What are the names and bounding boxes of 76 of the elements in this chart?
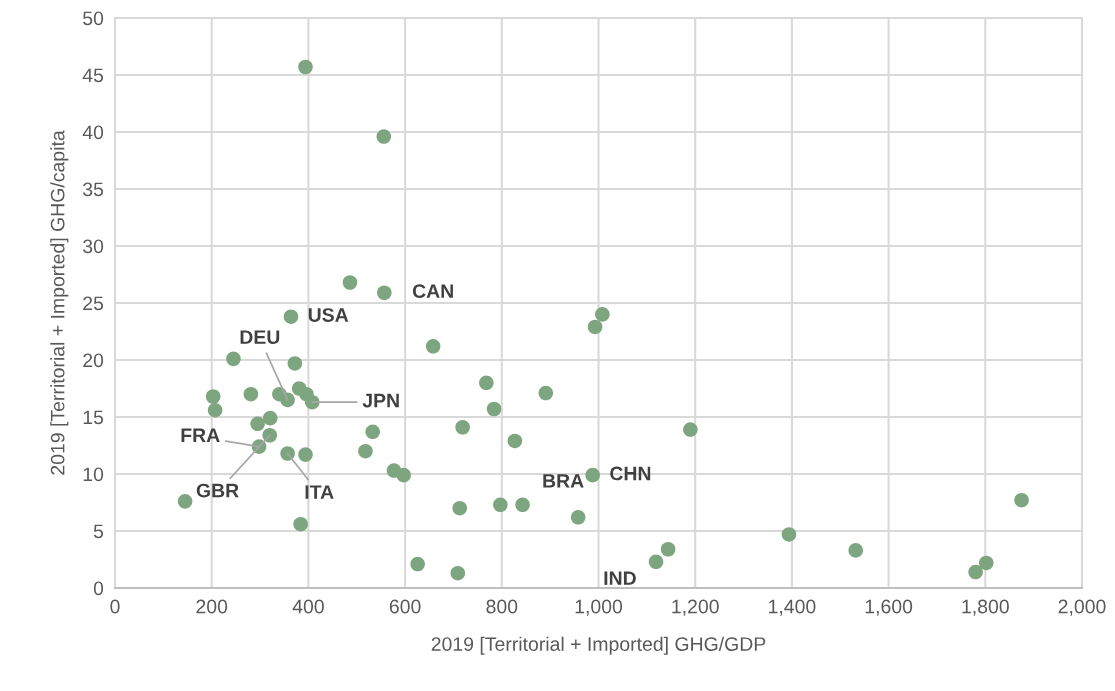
point (365, 424, 380, 440)
point (452, 500, 468, 516)
point (342, 275, 358, 290)
point (283, 309, 299, 324)
x-tick-label: 0 (110, 599, 120, 614)
y-tick-label: 30 (83, 239, 104, 254)
x-tick-label: 800 (486, 599, 518, 614)
point (226, 351, 241, 367)
x-tick-label: 400 (292, 599, 324, 614)
point (486, 401, 502, 417)
y-tick-label: 10 (83, 467, 104, 482)
annotation: CHN (610, 466, 651, 481)
point (683, 422, 698, 437)
annotation: JPN (362, 393, 399, 408)
point (848, 543, 864, 558)
point (410, 556, 425, 572)
x-tick-label: 1,800 (962, 599, 1009, 616)
y-tick-label: 25 (83, 296, 104, 311)
x-tick-label: 200 (196, 599, 228, 614)
y-tick-label: 20 (83, 353, 104, 368)
point (660, 541, 676, 557)
point (262, 410, 278, 426)
y-tick-label: 5 (93, 524, 104, 539)
point (648, 554, 664, 570)
point (455, 419, 470, 435)
point (507, 433, 523, 449)
point (358, 443, 373, 459)
point (287, 356, 303, 371)
x-tick-label: 1,200 (672, 599, 719, 616)
point (493, 497, 508, 513)
annotation: IND (604, 571, 636, 585)
y-tick-label: 0 (93, 581, 104, 596)
x-tick-label: 1,600 (865, 599, 913, 616)
x-axis-title: 2019 [Territorial + Imported] GHG/GDP (431, 636, 766, 655)
point (376, 129, 392, 144)
y-tick-label: 35 (83, 182, 104, 197)
point (479, 375, 494, 391)
point (298, 447, 313, 462)
point (968, 564, 983, 580)
x-tick-label: 1,000 (575, 599, 623, 616)
point (538, 385, 554, 401)
point (396, 467, 411, 483)
point (781, 527, 797, 542)
y-tick-label: 45 (82, 68, 104, 83)
point (243, 386, 259, 402)
point (298, 59, 313, 75)
y-tick-label: 40 (82, 125, 104, 140)
point (978, 555, 994, 571)
point (595, 307, 610, 322)
annotation: BRA (543, 474, 584, 488)
point (177, 494, 193, 509)
point (280, 392, 295, 408)
point (587, 319, 603, 335)
annotation: GBR (196, 483, 239, 498)
point (293, 516, 308, 532)
annotation: FRA (181, 428, 220, 442)
point (377, 285, 392, 301)
point (450, 565, 466, 581)
y-tick-label: 50 (83, 11, 104, 26)
y-axis-title: 2019 [Territorial + Imported] GHG/capita (50, 130, 69, 475)
point (207, 402, 223, 418)
x-tick-label: 600 (389, 599, 421, 614)
point (585, 467, 600, 483)
x-tick-label: 2,000 (1058, 599, 1106, 616)
annotation: CAN (412, 284, 453, 298)
annotation: USA (308, 308, 349, 322)
point (425, 339, 441, 354)
point (515, 497, 530, 513)
point (1014, 492, 1029, 508)
point (250, 416, 265, 432)
annotation: DEU (240, 330, 280, 345)
point (570, 510, 586, 525)
x-tick-label: 1,400 (769, 599, 816, 616)
annotation: ITA (305, 485, 334, 499)
point (205, 389, 221, 404)
y-tick-label: 15 (83, 410, 104, 425)
